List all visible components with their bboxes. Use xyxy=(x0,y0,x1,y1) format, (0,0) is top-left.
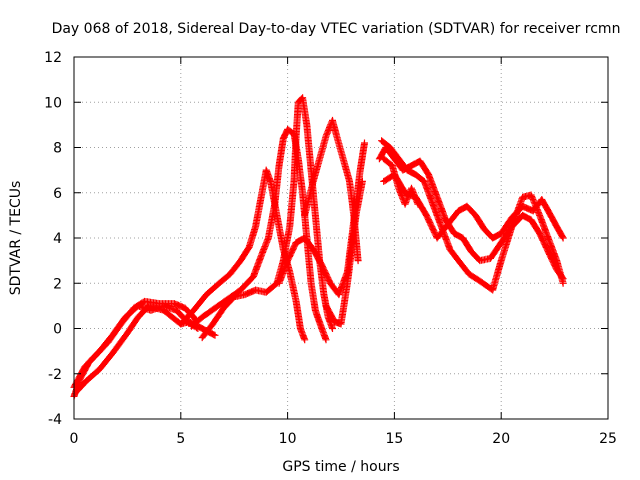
y-tick-label: 12 xyxy=(44,50,62,66)
y-tick-label: 6 xyxy=(53,186,62,202)
plus-markers xyxy=(380,171,567,242)
y-tick-label: 2 xyxy=(53,276,62,292)
plus-markers xyxy=(322,177,366,328)
x-tick-label: 5 xyxy=(176,431,185,447)
y-tick-label: 0 xyxy=(53,322,62,338)
y-tick-label: 4 xyxy=(53,231,62,247)
plus-markers xyxy=(198,94,336,342)
series-arc-11 xyxy=(375,144,567,283)
series-arc-9 xyxy=(322,177,366,328)
series-arc-12 xyxy=(380,171,567,242)
axis-ticks: 0 5 10 15 20 25 -4 -2 0 2 4 6 8 10 12 xyxy=(44,50,617,447)
series-arc-13 xyxy=(380,155,422,208)
y-axis-label: SDTVAR / TECUs xyxy=(8,181,24,296)
y-tick-label: -2 xyxy=(48,367,62,383)
x-axis-label: GPS time / hours xyxy=(282,459,399,475)
plus-markers xyxy=(375,144,567,283)
y-tick-label: -4 xyxy=(48,412,62,428)
chart-title: Day 068 of 2018, Sidereal Day-to-day VTE… xyxy=(52,21,621,37)
x-tick-label: 25 xyxy=(599,431,617,447)
series-arc-6 xyxy=(198,94,336,342)
x-tick-label: 15 xyxy=(385,431,403,447)
y-tick-label: 10 xyxy=(44,95,62,111)
y-tick-label: 8 xyxy=(53,141,62,157)
plus-markers xyxy=(380,155,422,208)
x-tick-label: 10 xyxy=(279,431,297,447)
data-marks xyxy=(70,94,567,400)
x-tick-label: 0 xyxy=(70,431,79,447)
x-tick-label: 20 xyxy=(492,431,510,447)
